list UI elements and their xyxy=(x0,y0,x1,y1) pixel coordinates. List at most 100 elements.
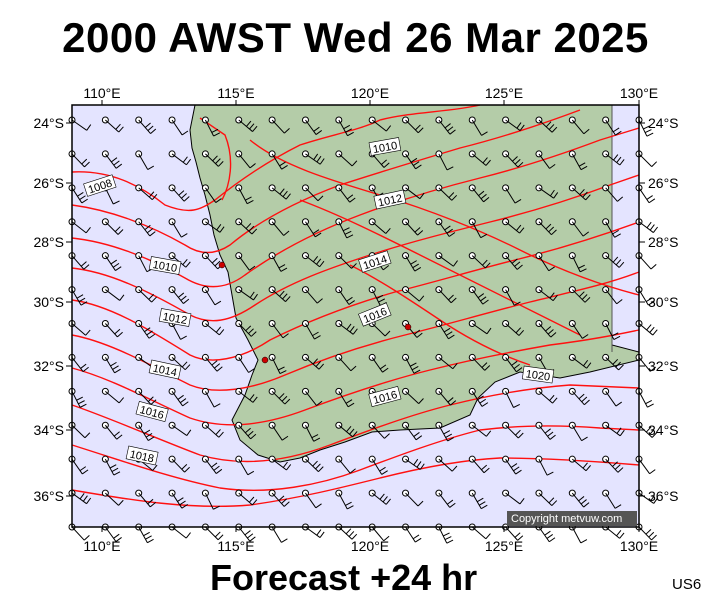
wind-barb xyxy=(435,252,458,267)
wind-barb xyxy=(201,523,224,541)
wind-barb xyxy=(235,387,258,403)
wind-barb xyxy=(201,286,222,306)
wind-barb xyxy=(168,116,189,136)
city-dot xyxy=(218,261,226,269)
lat-tick-label: 24°S xyxy=(33,115,64,131)
wind-barb xyxy=(301,421,321,442)
wind-barb xyxy=(335,286,355,305)
wind-barb xyxy=(468,218,488,239)
wind-barb xyxy=(335,353,357,372)
svg-text:1020: 1020 xyxy=(525,368,551,383)
svg-text:1012: 1012 xyxy=(162,311,188,327)
wind-barb xyxy=(101,286,125,301)
wind-barb xyxy=(268,116,290,134)
isobar-label: 1014 xyxy=(148,359,182,379)
wind-barb xyxy=(568,184,591,201)
wind-barb xyxy=(502,353,523,373)
wind-barb xyxy=(602,353,624,371)
wind-barb xyxy=(502,150,524,168)
isobar-line xyxy=(71,109,581,254)
lat-tick-label: 34°S xyxy=(33,422,64,438)
wind-barb xyxy=(301,286,323,304)
wind-barb xyxy=(268,387,291,405)
wind-barb xyxy=(535,252,555,272)
wind-barb xyxy=(502,218,525,234)
wind-barb xyxy=(568,421,588,442)
wind-barb xyxy=(335,320,358,335)
lat-tick-label: 26°S xyxy=(648,175,679,191)
wind-barb xyxy=(635,523,657,541)
isobar-line xyxy=(199,117,232,201)
wind-barb xyxy=(535,489,558,506)
isobar-line xyxy=(71,329,640,426)
wind-barb xyxy=(301,489,322,509)
wind-barb xyxy=(568,150,588,171)
wind-barb xyxy=(468,116,488,136)
wind-barb xyxy=(502,421,524,439)
wind-barb xyxy=(402,489,424,507)
wind-barb xyxy=(435,286,457,304)
wind-barb xyxy=(201,252,224,270)
isobar-label: 1012 xyxy=(158,308,192,327)
city-dot xyxy=(404,323,412,331)
wind-barb xyxy=(402,353,421,374)
wind-barb xyxy=(502,184,522,204)
wind-barb xyxy=(101,320,123,338)
wind-barb xyxy=(435,150,454,171)
wind-barb xyxy=(135,150,155,170)
lat-tick-label: 36°S xyxy=(648,488,679,504)
wind-barb xyxy=(268,184,291,200)
wind-barb xyxy=(135,116,157,134)
wind-barb xyxy=(301,184,324,202)
copyright-box xyxy=(507,511,637,526)
wind-barb xyxy=(268,218,290,236)
wind-barb xyxy=(335,421,358,438)
lon-tick-label: 130°E xyxy=(620,538,658,554)
wind-barb xyxy=(402,252,422,272)
wind-barb xyxy=(301,455,324,473)
wind-barb xyxy=(201,150,224,167)
wind-barb xyxy=(268,150,288,170)
wind-barb xyxy=(168,150,192,166)
wind-barb xyxy=(335,489,354,510)
svg-text:1012: 1012 xyxy=(377,193,403,210)
wind-barb xyxy=(201,320,225,336)
wind-barb xyxy=(368,116,392,132)
wind-barb xyxy=(602,150,625,166)
wind-barb xyxy=(168,421,192,436)
wind-barb xyxy=(502,320,525,336)
wind-barb xyxy=(402,421,423,441)
isobar-label: 1012 xyxy=(373,189,407,210)
wind-barb xyxy=(568,286,591,303)
isobar-line xyxy=(349,264,531,366)
wind-barb xyxy=(602,489,622,509)
wind-barb xyxy=(502,387,520,408)
wind-barb xyxy=(402,387,424,404)
wind-barb xyxy=(235,320,257,337)
wind-barb xyxy=(301,387,323,406)
wind-barb xyxy=(168,286,190,304)
wind-barb xyxy=(201,489,220,510)
wind-barb xyxy=(568,116,590,135)
wind-barb xyxy=(468,184,490,203)
lon-tick-label: 115°E xyxy=(217,538,254,554)
isobar-line xyxy=(71,425,640,491)
wind-barb xyxy=(301,218,322,238)
wind-barb xyxy=(235,489,258,506)
wind-barb xyxy=(368,489,391,505)
lon-tick-label: 120°E xyxy=(351,85,389,101)
isobar-line xyxy=(71,457,640,507)
lon-tick-label: 120°E xyxy=(351,538,389,554)
lon-tick-label: 110°E xyxy=(83,85,120,101)
wind-barb xyxy=(568,353,592,369)
svg-text:1010: 1010 xyxy=(152,259,178,275)
forecast-label: Forecast +24 hr xyxy=(210,557,478,598)
axis-ticks: 110°E 110°E 115°E 115°E 120°E 120°E 125°E 125°E… xyxy=(33,85,678,554)
isobar-line xyxy=(71,174,640,322)
wind-barb xyxy=(435,353,458,370)
wind-barb xyxy=(602,218,621,238)
city-dot xyxy=(261,356,269,364)
wind-barb xyxy=(301,252,325,268)
wind-barb xyxy=(602,387,622,407)
wind-barb xyxy=(568,489,590,508)
